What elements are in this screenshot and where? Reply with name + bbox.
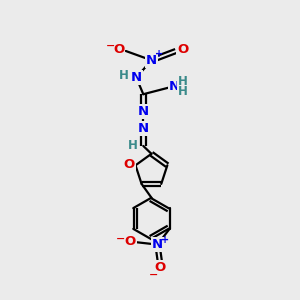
Text: N: N xyxy=(138,105,149,118)
Text: +: + xyxy=(161,235,169,244)
Text: N: N xyxy=(146,54,157,67)
Text: −: − xyxy=(149,270,159,280)
Text: O: O xyxy=(154,261,166,274)
Text: O: O xyxy=(113,43,124,56)
Text: N: N xyxy=(169,80,180,93)
Text: H: H xyxy=(119,69,129,82)
Text: H: H xyxy=(128,139,138,152)
Text: −: − xyxy=(105,41,115,51)
Text: N: N xyxy=(138,122,149,135)
Text: +: + xyxy=(155,50,163,59)
Text: N: N xyxy=(131,71,142,84)
Text: N: N xyxy=(152,238,163,251)
Text: O: O xyxy=(124,235,136,248)
Text: O: O xyxy=(123,158,135,171)
Text: O: O xyxy=(177,43,188,56)
Text: H: H xyxy=(178,75,188,88)
Text: H: H xyxy=(178,85,188,98)
Text: −: − xyxy=(116,234,125,244)
